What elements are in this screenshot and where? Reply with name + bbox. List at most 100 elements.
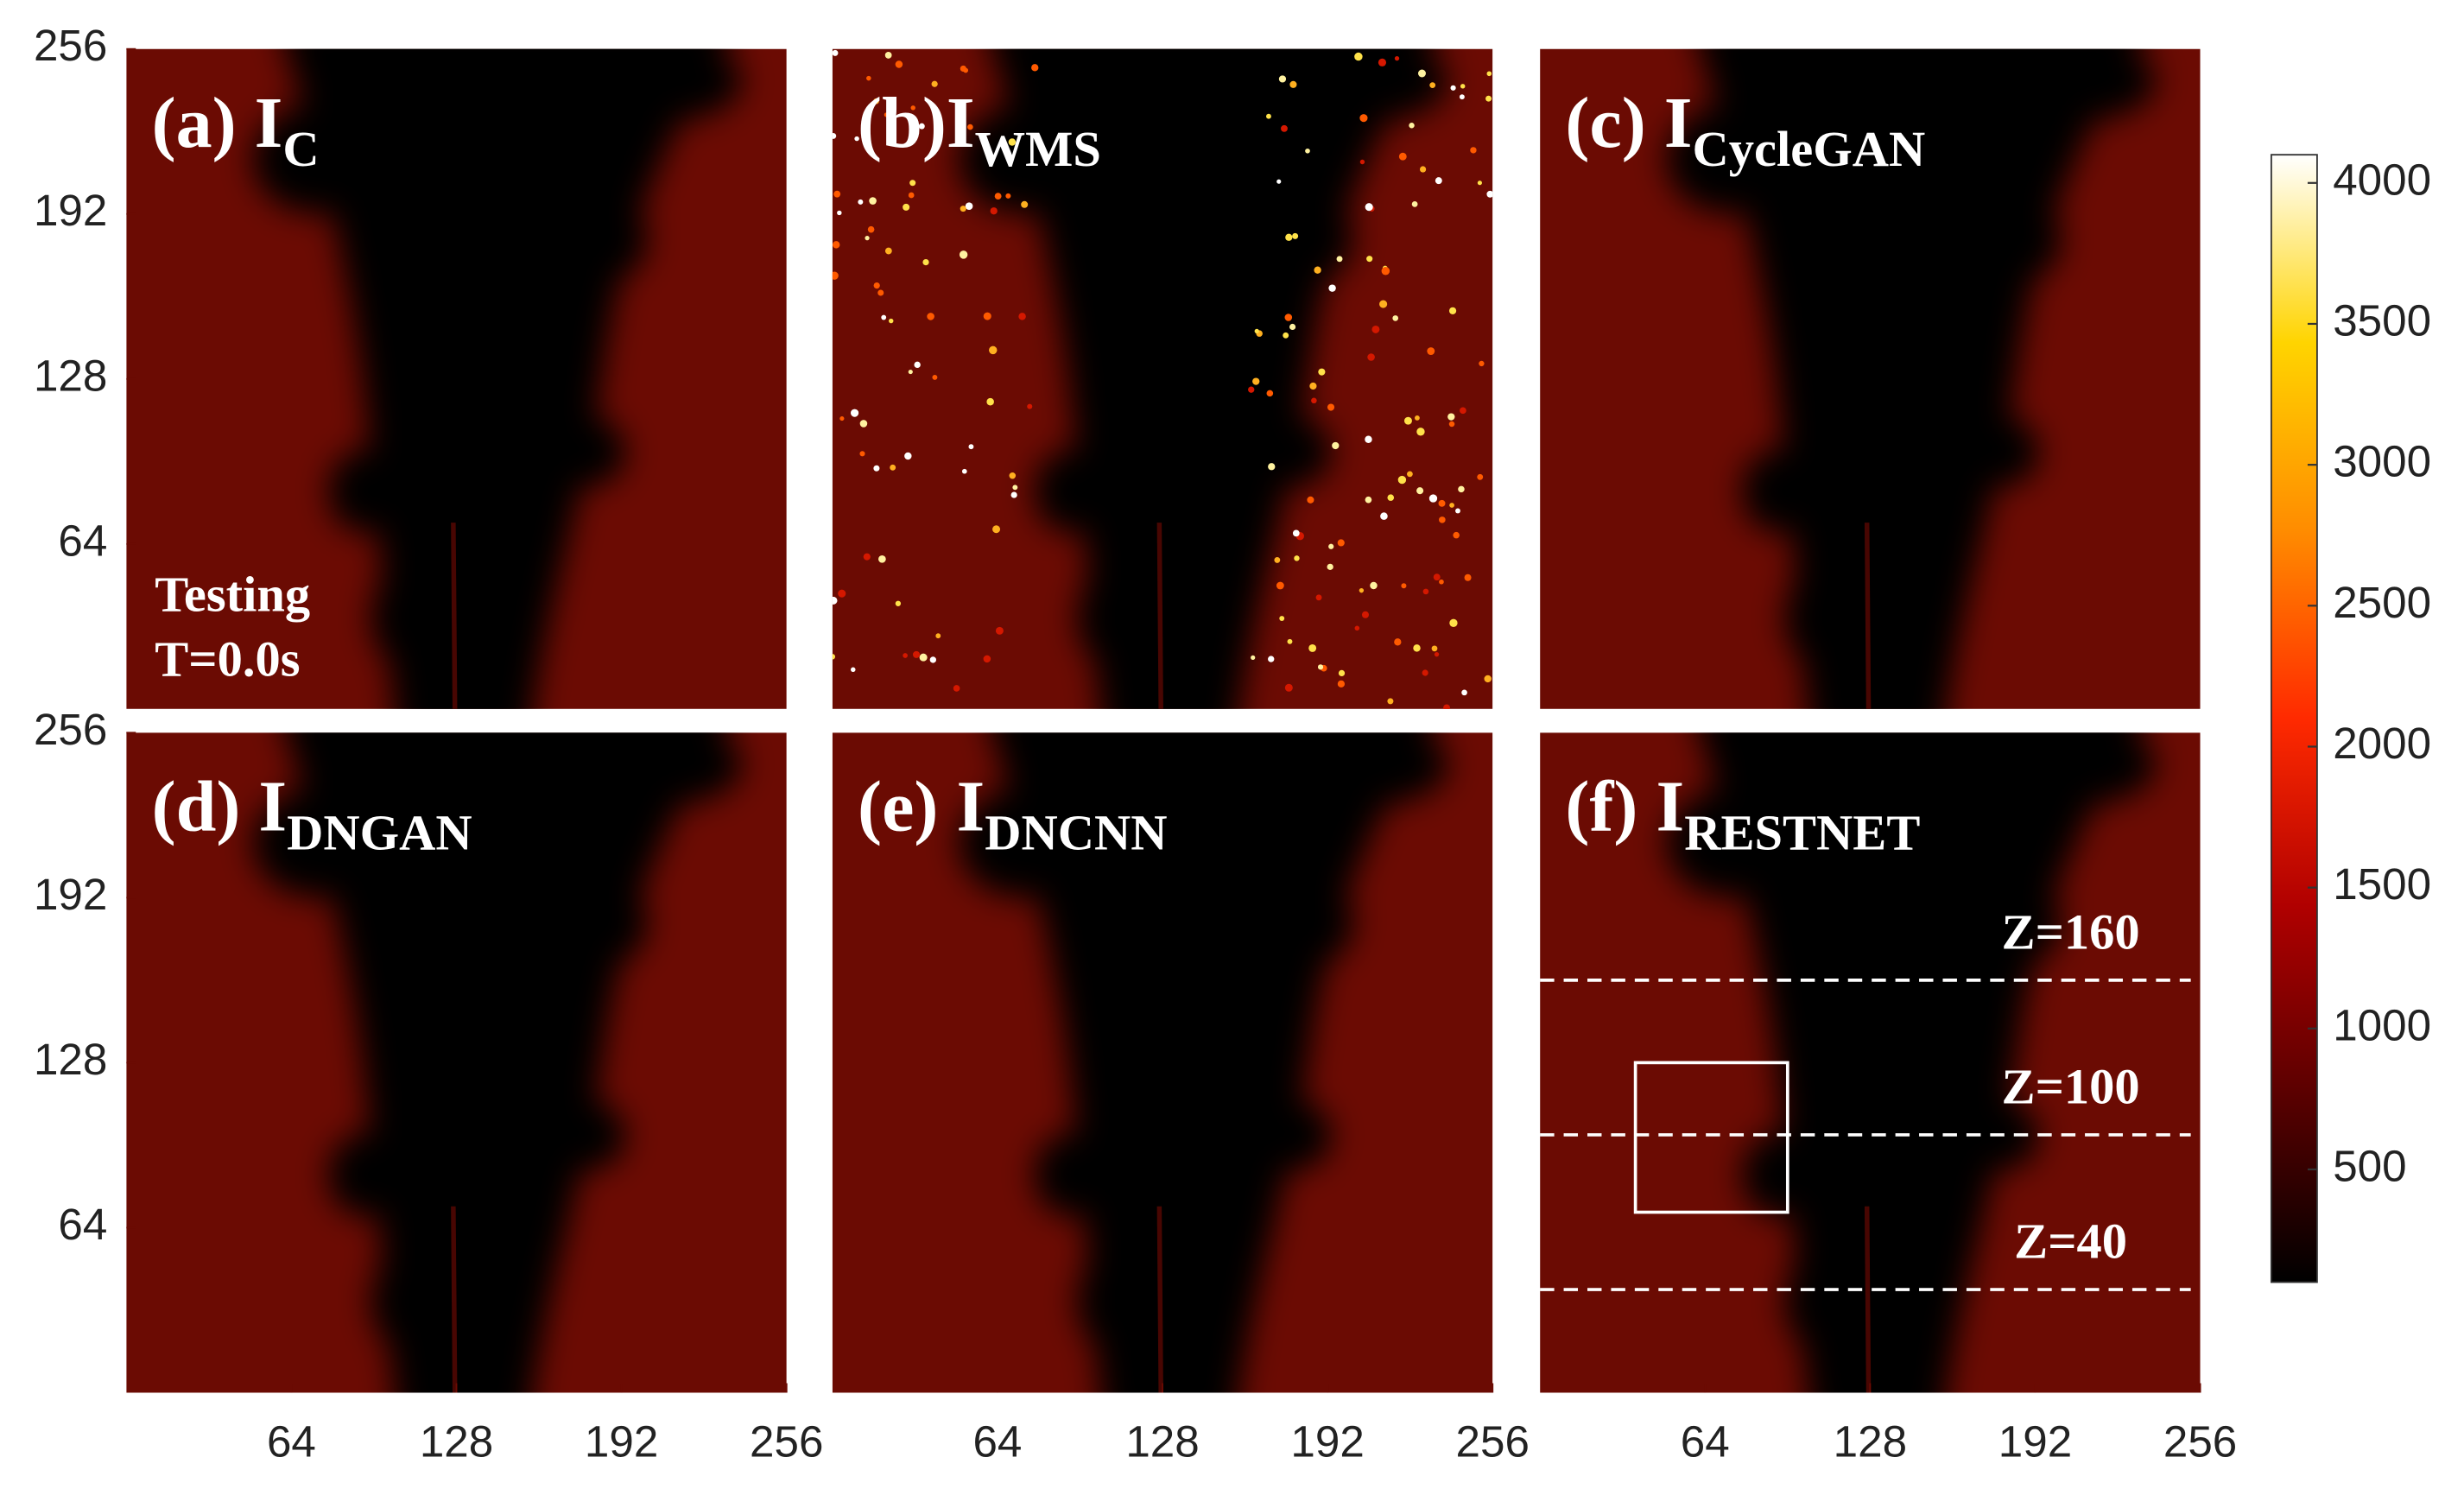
noise-pixel xyxy=(832,271,839,280)
plume-core xyxy=(451,523,458,709)
panel-title: (c) ICycleGAN xyxy=(1565,83,1925,177)
noise-pixel xyxy=(1266,113,1271,119)
noise-pixel xyxy=(832,132,837,139)
noise-pixel xyxy=(1431,645,1438,652)
z-label: Z=160 xyxy=(2002,903,2140,960)
panel-title-sub: WMS xyxy=(975,121,1101,177)
noise-pixel xyxy=(873,465,880,472)
noise-pixel xyxy=(953,685,960,692)
noise-pixel xyxy=(1398,152,1407,161)
noise-pixel xyxy=(1254,328,1259,334)
noise-pixel xyxy=(1010,491,1017,498)
noise-pixel xyxy=(919,653,928,662)
annotation: Testing xyxy=(155,567,310,623)
noise-pixel xyxy=(881,314,887,320)
noise-pixel xyxy=(1005,193,1011,199)
noise-pixel xyxy=(1359,587,1365,593)
colorbar-tick-label: 500 xyxy=(2333,1141,2406,1190)
plume xyxy=(1666,732,2157,1393)
noise-pixel xyxy=(1251,655,1256,660)
noise-pixel xyxy=(1435,177,1442,185)
noise-pixel xyxy=(1415,415,1420,421)
noise-pixel xyxy=(866,75,871,81)
noise-pixel xyxy=(908,369,913,375)
noise-pixel xyxy=(1285,233,1293,241)
panel-title-sub: CycleGAN xyxy=(1693,121,1926,177)
y-tick-label: 192 xyxy=(34,186,107,235)
noise-pixel xyxy=(873,98,879,105)
plume-lobe xyxy=(959,789,1086,897)
plume-lobe xyxy=(252,789,379,897)
noise-pixel xyxy=(1461,689,1467,696)
plume-core xyxy=(1864,523,1872,709)
plume-core xyxy=(1156,523,1163,709)
noise-pixel xyxy=(1378,58,1387,67)
noise-pixel xyxy=(1012,485,1018,491)
noise-pixel xyxy=(858,199,864,205)
noise-pixel xyxy=(1308,643,1317,652)
noise-pixel xyxy=(878,554,886,563)
noise-pixel xyxy=(986,397,994,406)
noise-pixel xyxy=(877,289,884,296)
panel-title: (f) IRESTNET xyxy=(1565,767,1920,861)
plume-lobe xyxy=(252,105,379,213)
y-tick-label: 64 xyxy=(58,1200,107,1249)
noise-pixel xyxy=(992,525,1001,534)
noise-pixel xyxy=(910,105,915,111)
heatmap-image xyxy=(1540,48,2201,709)
noise-pixel xyxy=(1274,556,1281,563)
noise-pixel xyxy=(903,653,908,658)
noise-pixel xyxy=(839,416,845,421)
noise-pixel xyxy=(932,374,938,380)
noise-pixel xyxy=(1327,563,1333,570)
noise-pixel xyxy=(1448,307,1457,314)
noise-pixel xyxy=(1328,284,1336,292)
y-tick-label: 192 xyxy=(34,870,107,919)
noise-pixel xyxy=(1359,159,1365,165)
colorbar-tick-label: 3000 xyxy=(2333,437,2431,486)
heatmap-image xyxy=(126,732,787,1393)
plume-lobe xyxy=(1290,48,1449,122)
plume-lobe xyxy=(1784,1253,1848,1349)
noise-pixel xyxy=(1328,543,1334,549)
noise-pixel xyxy=(884,247,892,255)
x-tick-label: 192 xyxy=(585,1416,658,1466)
noise-pixel xyxy=(1365,496,1372,504)
noise-pixel xyxy=(1455,508,1460,514)
heatmap-image xyxy=(832,48,1493,709)
noise-pixel xyxy=(1289,323,1296,331)
x-tick-label: 64 xyxy=(972,1416,1022,1466)
noise-pixel xyxy=(1317,664,1324,670)
noise-pixel xyxy=(832,596,838,605)
noise-pixel xyxy=(865,235,870,241)
plume-lobe xyxy=(549,1100,626,1170)
noise-pixel xyxy=(884,52,892,59)
noise-pixel xyxy=(837,210,842,216)
annotation: T=0.0s xyxy=(155,630,300,687)
noise-pixel xyxy=(1354,52,1363,61)
noise-pixel xyxy=(854,136,859,142)
colorbar-tick-label: 4000 xyxy=(2333,155,2431,204)
noise-pixel xyxy=(1460,407,1466,415)
plume-lobe xyxy=(1963,416,2040,487)
panel-title-main: (a) I xyxy=(152,83,283,163)
noise-pixel xyxy=(1477,473,1484,480)
noise-pixel xyxy=(1367,353,1375,361)
noise-pixel xyxy=(965,202,973,210)
noise-pixel xyxy=(1419,166,1427,173)
noise-pixel xyxy=(1486,71,1492,77)
noise-pixel xyxy=(1409,123,1415,129)
panel-title: (e) IDNCNN xyxy=(858,767,1167,861)
x-tick-label: 192 xyxy=(1290,1416,1364,1466)
noise-pixel xyxy=(967,124,973,130)
colorbar xyxy=(2270,154,2318,1283)
panel: (c) ICycleGAN xyxy=(1540,48,2201,709)
plume-core xyxy=(451,1206,458,1393)
noise-pixel xyxy=(935,633,941,639)
colorbar-tick-label: 1000 xyxy=(2333,1000,2431,1049)
noise-pixel xyxy=(956,134,962,140)
plume-lobe xyxy=(1666,105,1793,213)
plume xyxy=(959,48,1449,709)
noise-pixel xyxy=(968,444,974,450)
